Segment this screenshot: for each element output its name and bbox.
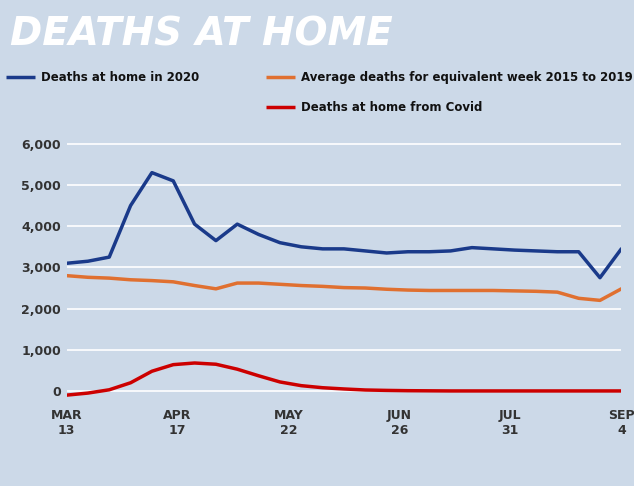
Text: Deaths at home from Covid: Deaths at home from Covid: [301, 101, 482, 114]
Text: Average deaths for equivalent week 2015 to 2019: Average deaths for equivalent week 2015 …: [301, 71, 633, 84]
Text: DEATHS AT HOME: DEATHS AT HOME: [10, 15, 392, 53]
Text: Deaths at home in 2020: Deaths at home in 2020: [41, 71, 200, 84]
